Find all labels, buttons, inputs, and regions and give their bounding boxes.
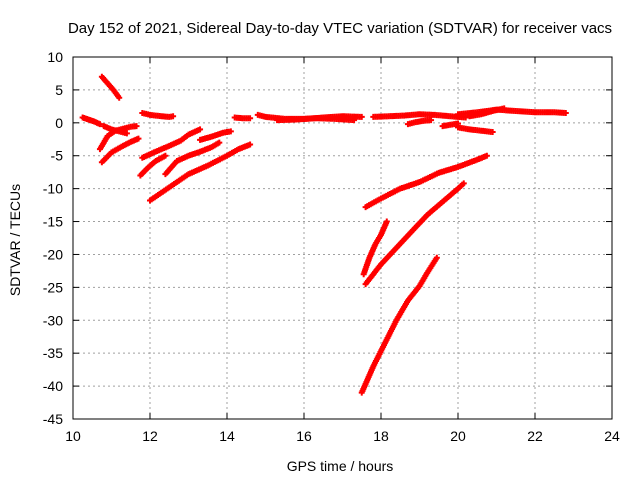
data-track-10 <box>147 141 254 204</box>
data-points <box>79 73 569 396</box>
data-point <box>227 128 234 135</box>
y-tick-label: 10 <box>47 49 63 65</box>
data-track-8 <box>137 152 169 179</box>
data-point <box>358 113 365 120</box>
plot-frame <box>72 56 613 420</box>
data-track-11 <box>197 128 234 143</box>
data-track-19 <box>466 105 508 120</box>
data-point <box>123 130 130 137</box>
data-point <box>197 126 204 133</box>
data-track-15 <box>370 111 469 121</box>
y-tick-label: -10 <box>43 181 63 197</box>
y-axis-label: SDTVAR / TECUs <box>7 184 23 296</box>
data-track-7 <box>139 126 204 161</box>
data-point <box>116 94 123 101</box>
data-track-24 <box>358 254 440 396</box>
chart-title: Day 152 of 2021, Sidereal Day-to-day VTE… <box>68 20 612 37</box>
data-track-5 <box>100 123 130 137</box>
y-tick-label: -40 <box>43 378 63 394</box>
x-tick-label: 10 <box>65 428 81 444</box>
x-tick-label: 22 <box>527 428 543 444</box>
data-point <box>460 180 467 187</box>
data-track-1 <box>79 114 103 128</box>
x-tick-label: 16 <box>296 428 312 444</box>
data-point <box>428 117 435 124</box>
data-point <box>216 139 223 146</box>
data-point <box>433 254 440 261</box>
data-track-22 <box>360 218 390 278</box>
y-tick-label: -15 <box>43 214 63 230</box>
data-point <box>135 135 142 142</box>
data-track-23 <box>362 180 467 288</box>
data-track-17 <box>439 120 461 130</box>
y-tick-label: -30 <box>43 312 63 328</box>
data-track-12 <box>231 114 254 122</box>
data-point <box>489 129 496 136</box>
axis-ticks: 10 12 14 16 18 20 22 24 10 5 0 -5 -10 -15 -20 -25 -30 -35… <box>43 49 620 444</box>
data-point <box>383 218 390 225</box>
data-point <box>351 117 358 124</box>
data-track-14 <box>274 115 358 124</box>
data-point <box>483 152 490 159</box>
y-tick-label: -5 <box>51 148 64 164</box>
data-point <box>133 123 140 130</box>
data-point <box>162 152 169 159</box>
y-tick-label: 0 <box>55 115 63 131</box>
x-tick-label: 14 <box>219 428 235 444</box>
data-track-16 <box>404 117 435 128</box>
data-track-21 <box>362 152 490 211</box>
y-tick-label: -45 <box>43 411 63 427</box>
x-tick-label: 24 <box>604 428 620 444</box>
data-point <box>501 105 508 112</box>
x-tick-label: 12 <box>142 428 158 444</box>
data-track-2 <box>98 73 123 101</box>
data-point <box>562 109 569 116</box>
y-tick-label: -35 <box>43 345 63 361</box>
x-tick-label: 20 <box>450 428 466 444</box>
data-track-4 <box>98 135 142 166</box>
data-point <box>170 113 177 120</box>
y-tick-label: -25 <box>43 279 63 295</box>
data-track-6 <box>139 109 177 120</box>
data-track-20 <box>455 124 496 136</box>
y-tick-label: -20 <box>43 246 63 262</box>
y-tick-label: 5 <box>55 82 63 98</box>
data-point <box>247 115 254 122</box>
x-axis-label: GPS time / hours <box>287 458 394 474</box>
data-point <box>96 121 103 128</box>
data-track-9 <box>162 139 223 178</box>
data-point <box>247 141 254 148</box>
x-tick-label: 18 <box>373 428 389 444</box>
